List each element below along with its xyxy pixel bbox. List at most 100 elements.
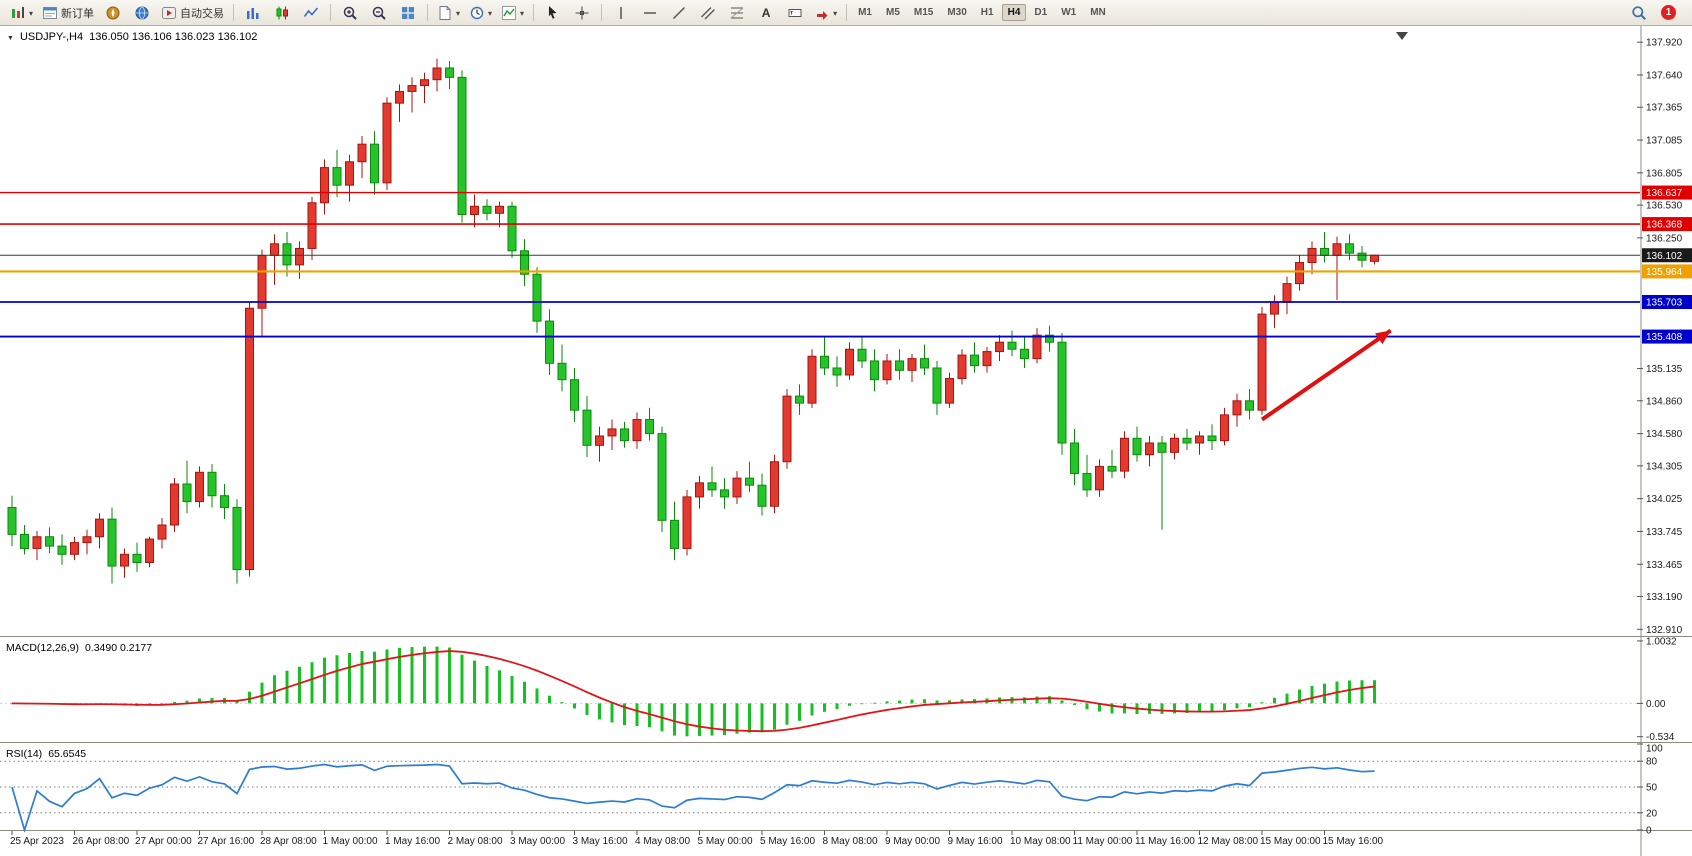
compass-button[interactable] bbox=[99, 1, 127, 25]
candlestick-mode-button[interactable] bbox=[268, 1, 296, 25]
candle-up bbox=[470, 205, 479, 215]
line-chart-mode-button[interactable] bbox=[297, 1, 325, 25]
new-order-button[interactable]: 新订单 bbox=[38, 1, 98, 25]
macd-bar bbox=[823, 703, 826, 712]
macd-title: MACD(12,26,9) bbox=[6, 642, 79, 654]
tile-windows-icon bbox=[402, 6, 415, 19]
time-axis-label: 8 May 08:00 bbox=[823, 836, 878, 847]
channel-button[interactable] bbox=[694, 1, 722, 25]
rsi-axis-label: 100 bbox=[1646, 744, 1663, 755]
candle-up bbox=[1370, 254, 1379, 262]
candle-up bbox=[907, 358, 917, 371]
macd-bar bbox=[1323, 683, 1326, 704]
indicators-button[interactable] bbox=[497, 1, 528, 25]
candle-down bbox=[832, 367, 842, 376]
time-axis-label: 11 May 00:00 bbox=[1073, 836, 1133, 847]
timeframe-button-m1[interactable]: M1 bbox=[858, 7, 872, 18]
macd-bar bbox=[235, 700, 239, 704]
timeframe-button-w1[interactable]: W1 bbox=[1061, 7, 1077, 18]
macd-values: 0.3490 0.2177 bbox=[84, 642, 153, 654]
macd-bar bbox=[473, 660, 476, 704]
timeframe-button-d1[interactable]: D1 bbox=[1034, 7, 1048, 18]
notification-badge[interactable]: 1 bbox=[1661, 5, 1676, 20]
price-axis-label: 133.465 bbox=[1646, 560, 1683, 571]
candle-up bbox=[345, 161, 354, 186]
line-chart-icon bbox=[303, 6, 319, 17]
chart-shift-marker[interactable] bbox=[1396, 32, 1408, 40]
fibonacci-button[interactable] bbox=[723, 1, 751, 25]
macd-signal-line bbox=[11, 650, 1375, 733]
zoom-out-button[interactable] bbox=[365, 1, 393, 25]
candles bbox=[7, 58, 1379, 584]
time-axis-label: 11 May 16:00 bbox=[1135, 836, 1195, 847]
tile-windows-button[interactable] bbox=[394, 1, 422, 25]
chart-canvas[interactable]: 137.920 137.640 137.365 137.085 136.805 136.5… bbox=[0, 26, 1692, 856]
price-axis-label: 137.365 bbox=[1646, 103, 1683, 114]
timeframe-button-mn[interactable]: MN bbox=[1090, 7, 1106, 18]
new-chart-button[interactable] bbox=[6, 1, 37, 25]
macd-bar bbox=[373, 651, 376, 704]
candle-down bbox=[870, 360, 879, 381]
timeframe-button-h4[interactable]: H4 bbox=[1001, 4, 1027, 21]
candle-down bbox=[57, 545, 67, 555]
candle-down bbox=[857, 348, 867, 362]
text-tool-button[interactable]: A bbox=[752, 1, 780, 25]
trend-arrow-annotation[interactable] bbox=[1260, 328, 1392, 422]
candle-up bbox=[945, 378, 954, 404]
macd-axis-label: -0.534 bbox=[1646, 732, 1675, 743]
price-axis-label: 136.530 bbox=[1646, 201, 1683, 212]
macd-bar bbox=[1260, 702, 1264, 704]
candle-down bbox=[545, 320, 554, 364]
search-button[interactable] bbox=[1625, 1, 1653, 25]
timeframe-button-m15[interactable]: M15 bbox=[913, 7, 934, 18]
candle-up bbox=[95, 518, 104, 538]
rsi-axis-label: 80 bbox=[1646, 757, 1658, 768]
shapes-button[interactable] bbox=[810, 1, 841, 25]
trendline-button[interactable] bbox=[665, 1, 693, 25]
candle-down bbox=[895, 360, 904, 371]
time-axis-label: 9 May 16:00 bbox=[948, 836, 1003, 847]
macd-bar bbox=[260, 682, 264, 704]
zoom-in-button[interactable] bbox=[336, 1, 364, 25]
macd-bar bbox=[585, 703, 589, 715]
timeframe-button-m30[interactable]: M30 bbox=[947, 7, 967, 18]
time-axis-label: 1 May 00:00 bbox=[323, 836, 378, 847]
community-button[interactable] bbox=[128, 1, 156, 25]
time-axis-label: 5 May 00:00 bbox=[698, 836, 753, 847]
macd-bar bbox=[885, 701, 889, 704]
price-axis-label: 136.805 bbox=[1646, 168, 1683, 179]
price-tag-label: 135.964 bbox=[1646, 267, 1683, 278]
crosshair-button[interactable] bbox=[568, 1, 596, 25]
period-button[interactable] bbox=[465, 1, 496, 25]
horizontal-line-button[interactable] bbox=[636, 1, 664, 25]
label-tool-button[interactable] bbox=[781, 1, 809, 25]
time-axis-label: 4 May 08:00 bbox=[635, 836, 690, 847]
candle-up bbox=[270, 243, 279, 256]
vertical-line-button[interactable] bbox=[607, 1, 635, 25]
auto-trading-button[interactable]: 自动交易 bbox=[157, 1, 228, 25]
timeframe-group: M1 M5 M15 M30 H1 H4 D1 W1 MN bbox=[852, 4, 1112, 21]
candle-down bbox=[445, 67, 454, 78]
candle-up bbox=[1120, 437, 1129, 472]
timeframe-button-m5[interactable]: M5 bbox=[885, 7, 900, 18]
candle-up bbox=[995, 341, 1004, 353]
price-axis-label: 135.135 bbox=[1646, 364, 1683, 375]
candlestick-icon bbox=[276, 6, 289, 19]
timeframe-button-h1[interactable]: H1 bbox=[980, 7, 994, 18]
macd-bar bbox=[673, 703, 676, 736]
candle-down bbox=[707, 482, 717, 491]
cursor-button[interactable] bbox=[539, 1, 567, 25]
rsi-axis-label: 50 bbox=[1646, 783, 1658, 794]
candle-down bbox=[207, 471, 217, 497]
bar-chart-mode-button[interactable] bbox=[239, 1, 267, 25]
candle-down bbox=[1082, 472, 1092, 491]
candle-down bbox=[1357, 252, 1367, 261]
candle-down bbox=[582, 409, 592, 446]
candle-up bbox=[957, 354, 967, 380]
templates-button[interactable] bbox=[433, 1, 464, 25]
candle-up bbox=[157, 524, 167, 540]
candle-down bbox=[482, 205, 492, 214]
macd-bar bbox=[298, 666, 301, 704]
vertical-line-icon bbox=[620, 6, 622, 19]
candle-up bbox=[845, 348, 854, 376]
